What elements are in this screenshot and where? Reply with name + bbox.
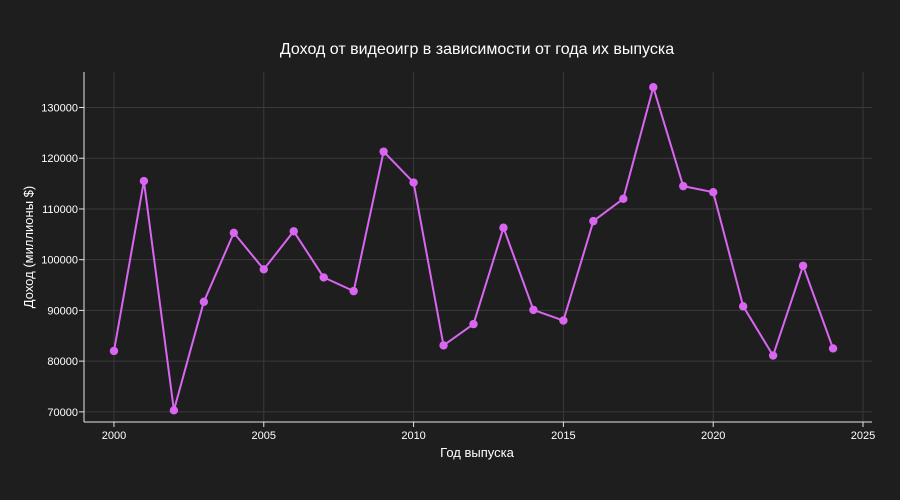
data-point	[529, 305, 538, 315]
series-group	[109, 83, 838, 415]
x-tick-label: 2015	[551, 430, 575, 442]
y-tick-label: 90000	[47, 305, 78, 317]
data-point	[199, 297, 209, 306]
data-point	[379, 147, 388, 156]
y-tick-label: 120000	[41, 153, 78, 165]
data-point	[828, 344, 838, 353]
data-point	[738, 302, 748, 311]
data-point	[439, 341, 448, 350]
grid	[84, 72, 872, 422]
series-line	[113, 86, 834, 412]
data-point	[619, 194, 628, 204]
data-point	[289, 227, 298, 236]
data-point	[139, 176, 149, 186]
data-point	[469, 319, 478, 329]
data-point	[349, 286, 358, 296]
y-tick-label: 100000	[41, 255, 78, 267]
data-point	[589, 216, 598, 226]
data-point	[409, 178, 418, 187]
y-tick-label: 70000	[47, 407, 78, 419]
x-axis-title: Год выпуска	[440, 445, 514, 460]
data-point	[319, 273, 328, 282]
tick-labels: 70000 80000 90000 100000 110000 120000 130000 2…	[41, 103, 875, 442]
x-tick-label: 2005	[252, 430, 276, 442]
x-tick-label: 2025	[851, 430, 875, 442]
chart-title: Доход от видеоигр в зависимости от года …	[280, 41, 674, 58]
x-tick-label: 2010	[401, 430, 425, 442]
x-tick-label: 2020	[701, 430, 725, 442]
data-point	[169, 406, 179, 415]
data-point	[798, 261, 808, 270]
data-point	[229, 228, 239, 237]
y-tick-label: 110000	[42, 204, 78, 216]
y-tick-label: 130000	[41, 103, 78, 115]
data-point	[109, 346, 119, 356]
data-point	[709, 188, 718, 197]
data-point	[679, 181, 688, 191]
y-axis-title: Доход (миллионы $)	[21, 186, 36, 308]
y-tick-label: 80000	[47, 356, 78, 368]
data-point	[559, 316, 568, 325]
data-point	[649, 83, 658, 92]
x-tick-label: 2000	[102, 430, 126, 442]
data-point	[499, 223, 508, 232]
data-point	[768, 351, 778, 360]
axes	[79, 72, 872, 427]
data-point	[259, 265, 268, 274]
